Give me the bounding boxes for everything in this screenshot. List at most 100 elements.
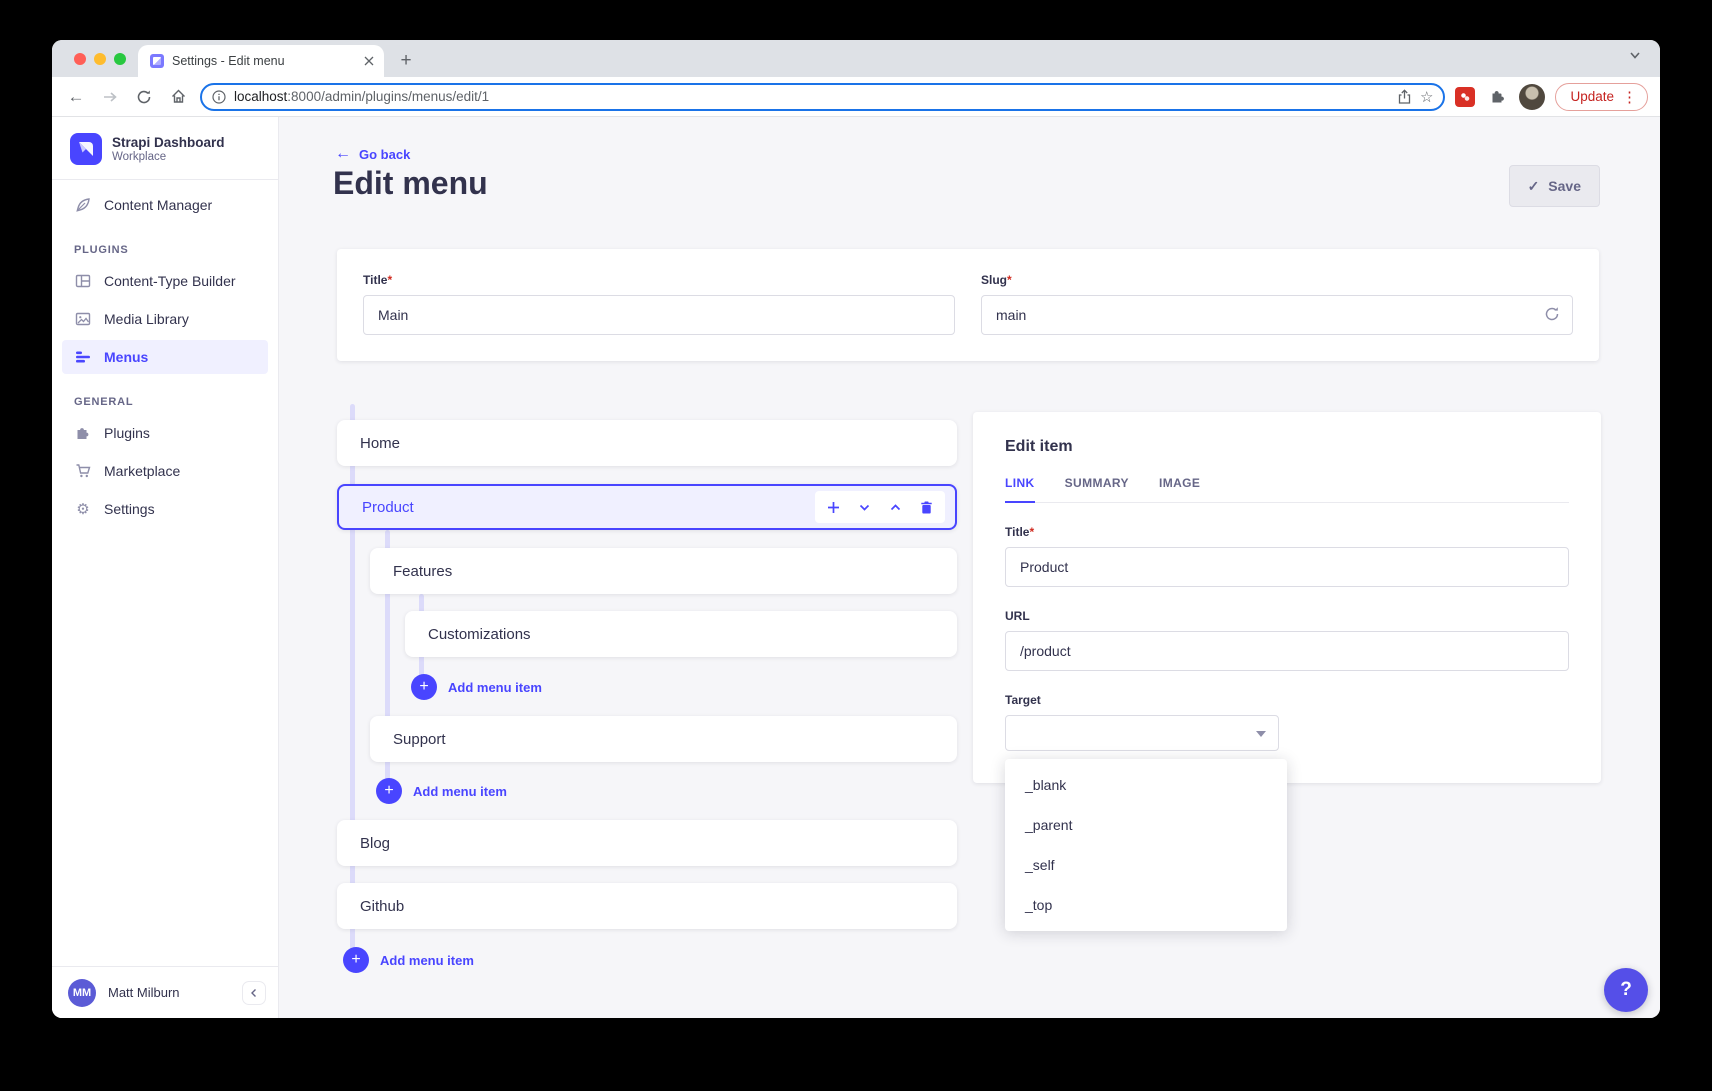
tree-item-blog[interactable]: Blog	[337, 820, 957, 866]
share-icon[interactable]	[1397, 88, 1412, 105]
tab-search-chevron-icon[interactable]	[1628, 48, 1642, 62]
go-back-label: Go back	[359, 146, 411, 162]
sidebar-item-label: Media Library	[104, 311, 189, 327]
close-window-button[interactable]	[74, 52, 86, 65]
new-tab-button[interactable]: +	[400, 50, 412, 71]
feather-icon	[74, 197, 92, 213]
home-button[interactable]	[166, 85, 190, 109]
plus-circle-icon: +	[376, 778, 402, 804]
delete-item-button[interactable]	[912, 494, 941, 520]
url-text: localhost:8000/admin/plugins/menus/edit/…	[234, 89, 1389, 104]
bookmark-star-icon[interactable]: ☆	[1420, 88, 1434, 106]
workspace-subtitle: Workplace	[112, 151, 167, 164]
target-option-blank[interactable]: _blank	[1025, 777, 1067, 793]
move-down-button[interactable]	[850, 494, 879, 520]
menu-title-input[interactable]	[363, 295, 955, 335]
go-back-link[interactable]: ← Go back	[335, 145, 410, 163]
sidebar-section-general: GENERAL	[74, 396, 134, 408]
app-content: Strapi Dashboard Workplace Content Manag…	[52, 117, 1660, 1018]
help-button[interactable]: ?	[1604, 968, 1648, 1012]
browser-menu-kebab-icon[interactable]: ⋮	[1622, 88, 1637, 106]
tree-item-support[interactable]: Support	[370, 716, 957, 762]
tree-item-features[interactable]: Features	[370, 548, 957, 594]
browser-window: Settings - Edit menu + ←	[52, 40, 1660, 1018]
sidebar-item-content-manager[interactable]: Content Manager	[62, 188, 268, 222]
browser-update-button[interactable]: Update ⋮	[1555, 82, 1648, 111]
tab-summary[interactable]: SUMMARY	[1064, 476, 1129, 490]
item-url-field: URL	[1005, 609, 1569, 671]
item-target-label: Target	[1005, 693, 1041, 707]
save-button[interactable]: ✓ Save	[1508, 165, 1600, 207]
add-menu-item-button[interactable]: + Add menu item	[376, 777, 507, 805]
add-menu-item-label: Add menu item	[448, 679, 542, 695]
sidebar-divider	[52, 179, 278, 180]
sidebar-item-plugins[interactable]: Plugins	[62, 416, 268, 450]
tab-close-icon[interactable]	[364, 56, 374, 66]
extension-icon[interactable]	[1455, 86, 1476, 107]
browser-tab[interactable]: Settings - Edit menu	[138, 45, 384, 77]
item-target-field: Target _blank _parent _self _top	[1005, 693, 1569, 931]
tabs-divider	[1005, 502, 1569, 503]
slug-label: Slug	[981, 273, 1007, 287]
tree-item-label: Blog	[360, 834, 391, 852]
add-child-button[interactable]	[819, 494, 848, 520]
add-menu-item-button[interactable]: + Add menu item	[343, 946, 474, 974]
forward-button[interactable]	[98, 85, 122, 109]
item-url-input[interactable]	[1005, 631, 1569, 671]
tree-guide-line	[350, 404, 355, 960]
target-option-parent[interactable]: _parent	[1025, 817, 1073, 833]
info-icon[interactable]	[212, 89, 226, 104]
sidebar-item-marketplace[interactable]: Marketplace	[62, 454, 268, 488]
url-bar[interactable]: localhost:8000/admin/plugins/menus/edit/…	[200, 82, 1446, 111]
sidebar-item-label: Plugins	[104, 425, 150, 441]
workspace-brand[interactable]: Strapi Dashboard Workplace	[52, 117, 278, 179]
item-title-input[interactable]	[1005, 547, 1569, 587]
move-up-button[interactable]	[881, 494, 910, 520]
back-arrow-icon: ←	[335, 145, 351, 162]
tree-item-home[interactable]: Home	[337, 420, 957, 466]
regenerate-slug-icon[interactable]	[1543, 305, 1561, 323]
browser-profile-avatar[interactable]	[1519, 83, 1546, 110]
cart-icon	[74, 463, 92, 479]
plus-circle-icon: +	[343, 947, 369, 973]
title-field: Title*	[363, 273, 955, 335]
required-asterisk: *	[387, 273, 393, 287]
add-menu-item-button[interactable]: + Add menu item	[411, 673, 542, 701]
url-host: localhost	[234, 89, 288, 104]
update-label: Update	[1570, 89, 1614, 104]
sidebar-item-label: Marketplace	[104, 463, 181, 479]
required-asterisk: *	[1029, 525, 1035, 539]
extensions-puzzle-icon[interactable]	[1485, 85, 1509, 109]
user-avatar[interactable]: MM	[68, 978, 96, 1007]
minimize-window-button[interactable]	[94, 52, 106, 65]
sidebar-item-label: Content-Type Builder	[104, 273, 236, 289]
tab-link[interactable]: LINK	[1005, 476, 1035, 503]
sidebar-item-settings[interactable]: ⚙ Settings	[62, 492, 268, 526]
slug-field: Slug*	[981, 273, 1573, 335]
sidebar-item-content-type-builder[interactable]: Content-Type Builder	[62, 264, 268, 298]
tab-image[interactable]: IMAGE	[1158, 476, 1201, 490]
gear-icon: ⚙	[76, 501, 90, 518]
back-button[interactable]: ←	[67, 86, 85, 106]
menu-slug-input[interactable]	[981, 295, 1573, 335]
tree-item-label: Support	[393, 730, 446, 748]
sidebar-collapse-button[interactable]	[242, 980, 266, 1005]
tree-item-label: Customizations	[428, 625, 531, 643]
zoom-window-button[interactable]	[114, 52, 126, 65]
tree-item-product[interactable]: Product	[337, 484, 957, 530]
sidebar-item-media-library[interactable]: Media Library	[62, 302, 268, 336]
sidebar-item-menus[interactable]: Menus	[62, 340, 268, 374]
tree-item-label: Github	[360, 897, 405, 915]
target-select[interactable]	[1005, 715, 1279, 751]
main-area: ← Go back Edit menu ✓ Save Title*	[279, 117, 1660, 1018]
tree-item-label: Features	[393, 562, 453, 580]
target-option-self[interactable]: _self	[1025, 857, 1055, 873]
reload-button[interactable]	[132, 85, 156, 109]
tree-item-customizations[interactable]: Customizations	[405, 611, 957, 657]
target-option-top[interactable]: _top	[1025, 897, 1053, 913]
tree-item-github[interactable]: Github	[337, 883, 957, 929]
sidebar-item-label: Settings	[104, 501, 155, 517]
item-title-field: Title*	[1005, 525, 1569, 587]
tree-guide-line	[385, 530, 390, 791]
tree-item-label: Product	[362, 498, 414, 516]
